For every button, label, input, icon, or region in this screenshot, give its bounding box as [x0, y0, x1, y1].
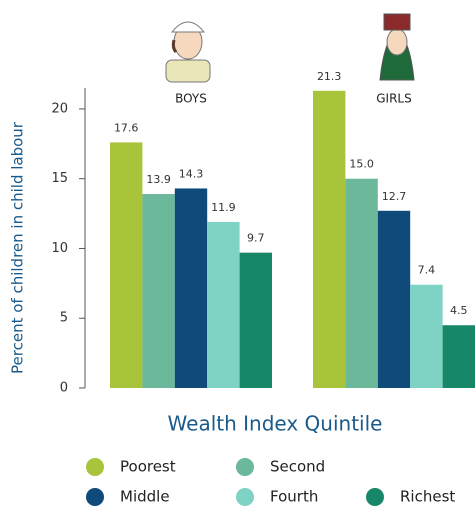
y-tick-label: 20 [51, 101, 68, 116]
legend-swatch [366, 488, 384, 506]
bar [110, 142, 143, 388]
value-label: 7.4 [418, 264, 436, 277]
bar [207, 221, 240, 388]
legend-label: Second [270, 458, 325, 476]
y-tick-label: 5 [60, 311, 68, 326]
category-label: GIRLS [376, 92, 411, 106]
category-label: BOYS [175, 92, 207, 106]
y-axis-label: Percent of children in child labour [9, 121, 27, 374]
value-label: 21.3 [317, 70, 342, 83]
value-label: 4.5 [450, 304, 468, 317]
value-label: 15.0 [349, 158, 374, 171]
legend-label: Fourth [270, 488, 318, 506]
girl-icon [379, 13, 415, 81]
value-label: 13.9 [146, 173, 171, 186]
value-label: 11.9 [211, 201, 236, 214]
value-label: 17.6 [114, 121, 139, 134]
legend-label: Richest [400, 488, 455, 506]
legend-swatch [86, 488, 104, 506]
bar [442, 325, 475, 388]
legend-swatch [236, 458, 254, 476]
legend-swatch [236, 488, 254, 506]
y-tick-label: 10 [51, 241, 68, 256]
value-label: 12.7 [382, 190, 407, 203]
bar [410, 284, 443, 388]
y-tick-label: 15 [51, 171, 68, 186]
bar [239, 252, 272, 388]
bar [377, 210, 411, 388]
boy-icon [165, 21, 211, 83]
legend-label: Poorest [120, 458, 176, 476]
bar [313, 90, 346, 388]
x-axis-title: Wealth Index Quintile [168, 412, 383, 436]
legend-label: Middle [120, 488, 170, 506]
bar [142, 194, 175, 388]
legend-swatch [86, 458, 104, 476]
y-tick-label: 0 [60, 381, 68, 396]
bar [345, 178, 378, 388]
value-label: 14.3 [179, 167, 204, 180]
bar [174, 188, 208, 388]
value-label: 9.7 [247, 232, 265, 245]
